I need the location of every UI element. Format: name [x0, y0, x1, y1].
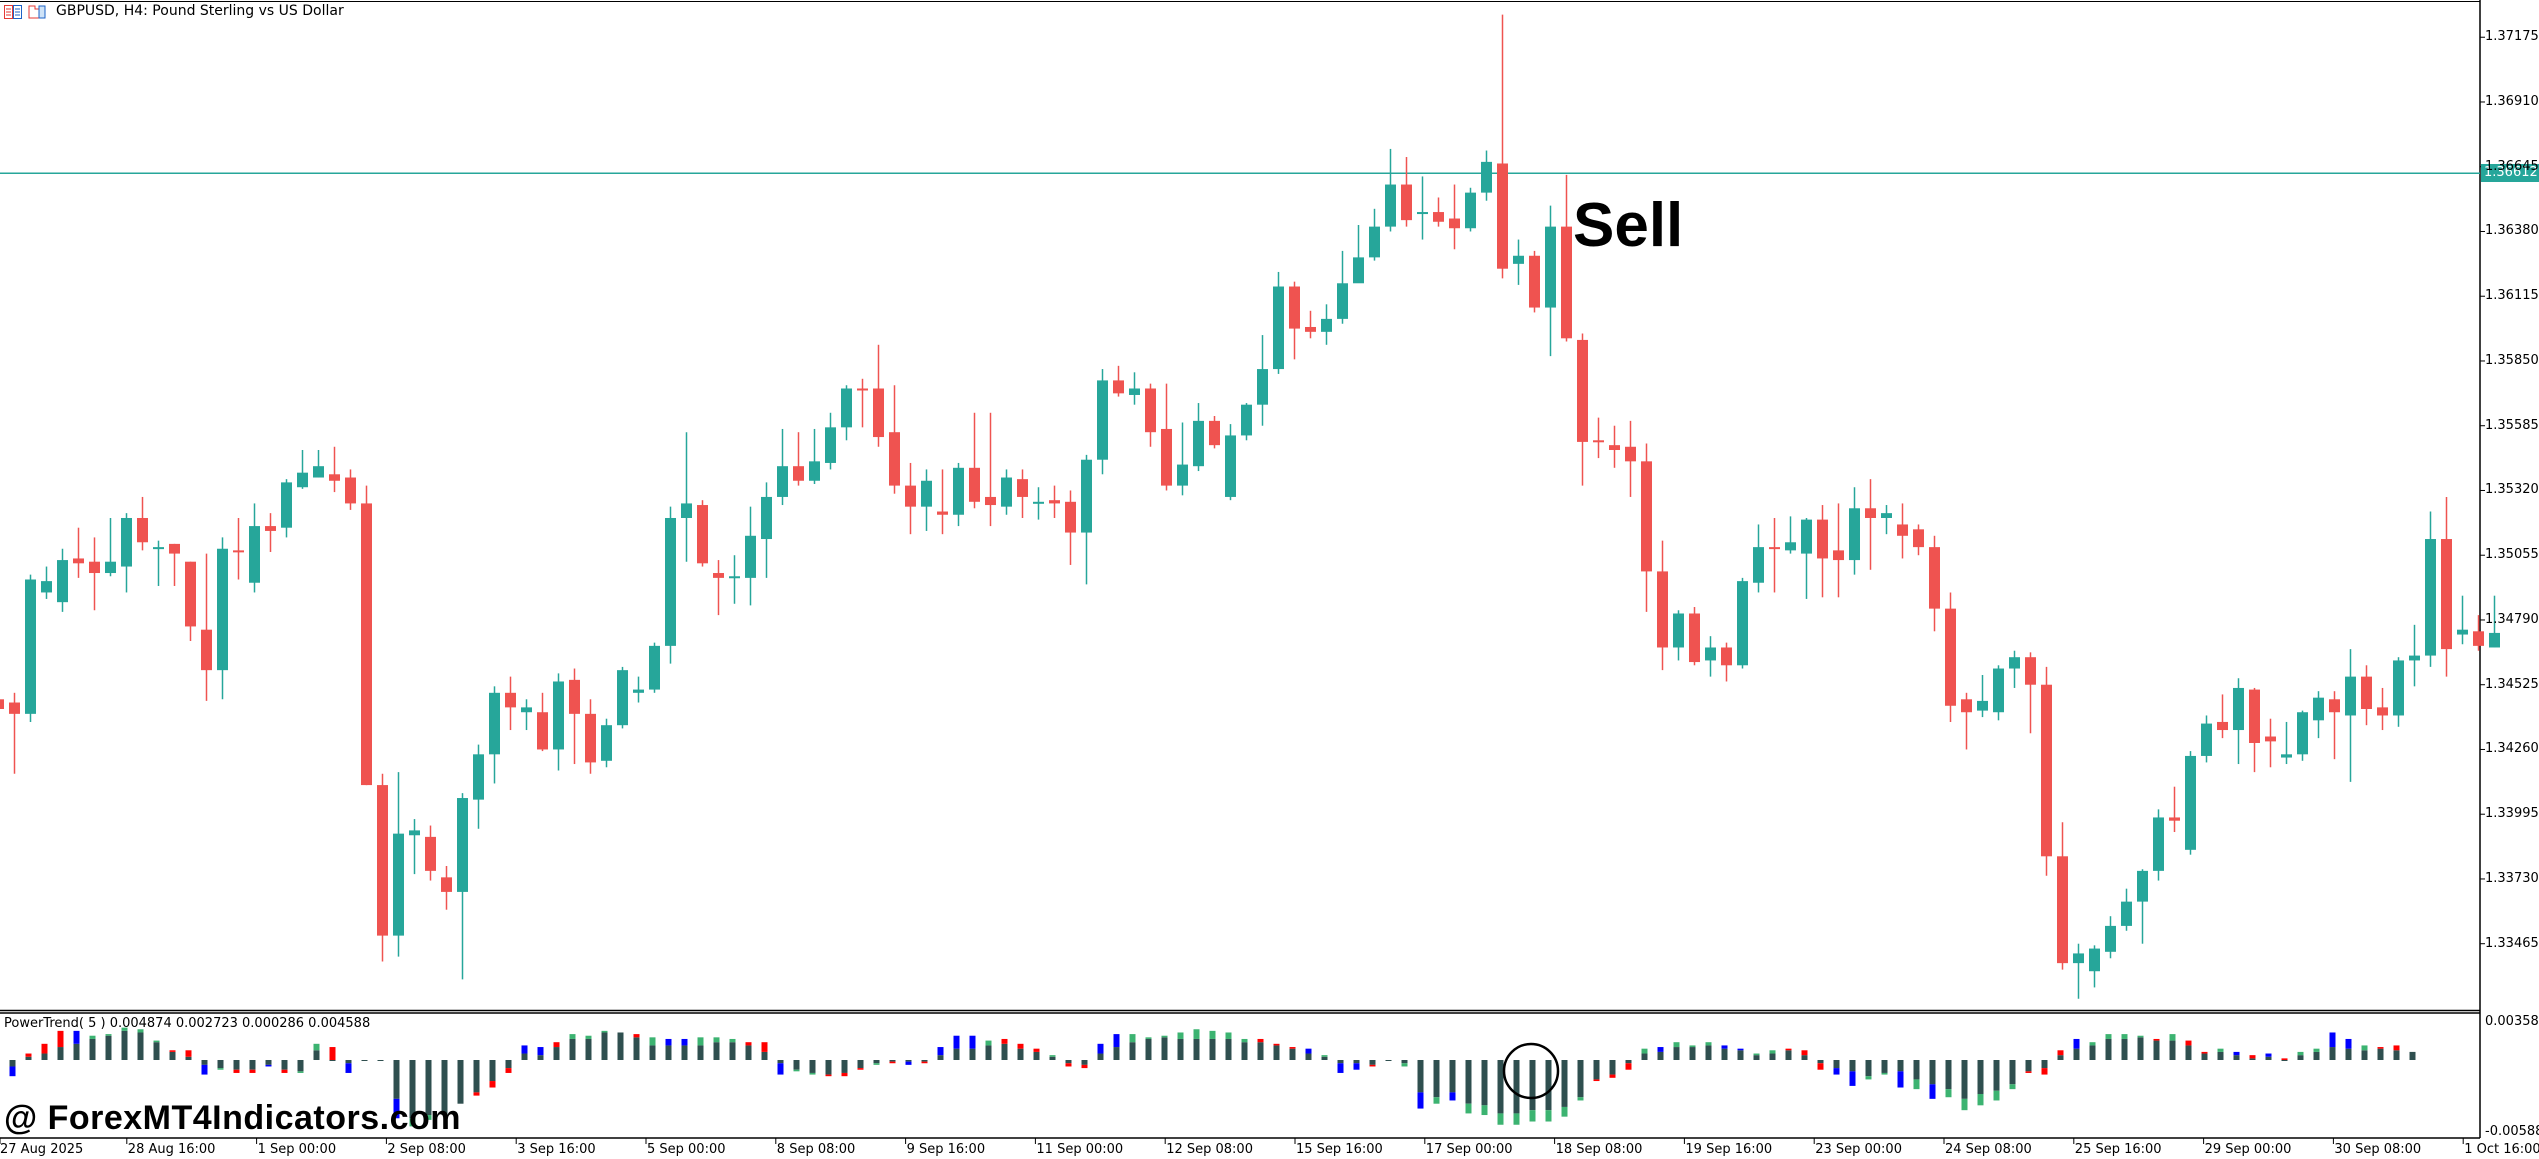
current-price-tag: 1.36612: [2481, 164, 2539, 182]
price-tick-label: 1.33995: [2485, 806, 2539, 822]
time-tick-label: 23 Sep 00:00: [1815, 1142, 1902, 1157]
price-tick-label: 1.34790: [2485, 611, 2539, 627]
chart-list-icon[interactable]: [4, 4, 22, 19]
chart-header: GBPUSD, H4: Pound Sterling vs US Dollar: [0, 0, 344, 22]
time-tick-label: 25 Sep 16:00: [2074, 1142, 2162, 1157]
price-tick-label: 1.33465: [2485, 935, 2539, 951]
sell-annotation: Sell: [1573, 191, 1684, 260]
time-tick-label: 19 Sep 16:00: [1685, 1142, 1773, 1157]
time-tick-label: 5 Sep 00:00: [647, 1142, 726, 1157]
time-tick-label: 15 Sep 16:00: [1296, 1142, 1383, 1157]
time-tick-label: 17 Sep 00:00: [1425, 1142, 1513, 1157]
time-tick-label: 24 Sep 08:00: [1945, 1142, 2032, 1157]
time-tick-label: 1 Oct 16:00: [2464, 1142, 2539, 1157]
indicator-max-label: 0.003589: [2485, 1014, 2539, 1029]
price-tick-label: 1.36115: [2485, 288, 2539, 304]
time-tick-label: 28 Aug 16:00: [127, 1142, 216, 1157]
time-tick-label: 8 Sep 08:00: [776, 1142, 856, 1157]
time-tick-label: 29 Sep 00:00: [2204, 1142, 2292, 1157]
watermark: @ ForexMT4Indicators.com: [4, 1099, 462, 1137]
price-tick-label: 1.36910: [2485, 93, 2539, 109]
price-tick-label: 1.33730: [2485, 870, 2539, 886]
price-tick-label: 1.35055: [2485, 547, 2539, 563]
time-tick-label: 11 Sep 00:00: [1036, 1142, 1124, 1157]
chart-window-icon[interactable]: [28, 4, 46, 19]
time-tick-label: 30 Sep 08:00: [2334, 1142, 2422, 1157]
price-tick-label: 1.35585: [2485, 417, 2539, 433]
price-tick-label: 1.36380: [2485, 223, 2539, 239]
indicator-label: PowerTrend( 5 ) 0.004874 0.002723 0.0002…: [4, 1016, 371, 1031]
time-tick-label: 3 Sep 16:00: [517, 1142, 596, 1157]
time-tick-label: 9 Sep 16:00: [906, 1142, 986, 1157]
time-tick-label: 27 Aug 2025: [0, 1142, 84, 1157]
time-tick-label: 1 Sep 00:00: [257, 1142, 337, 1157]
price-tick-label: 1.37175: [2485, 29, 2539, 45]
indicator-min-label: -0.00588: [2485, 1124, 2539, 1139]
price-tick-label: 1.35320: [2485, 482, 2539, 498]
time-tick-label: 2 Sep 08:00: [387, 1142, 466, 1157]
time-tick-label: 12 Sep 08:00: [1166, 1142, 1253, 1157]
price-tick-label: 1.34260: [2485, 741, 2539, 757]
price-tick-label: 1.36645: [2485, 158, 2539, 174]
chart-title: GBPUSD, H4: Pound Sterling vs US Dollar: [56, 3, 344, 19]
price-tick-label: 1.34525: [2485, 676, 2539, 692]
price-tick-label: 1.35850: [2485, 352, 2539, 368]
time-tick-label: 18 Sep 08:00: [1555, 1142, 1643, 1157]
